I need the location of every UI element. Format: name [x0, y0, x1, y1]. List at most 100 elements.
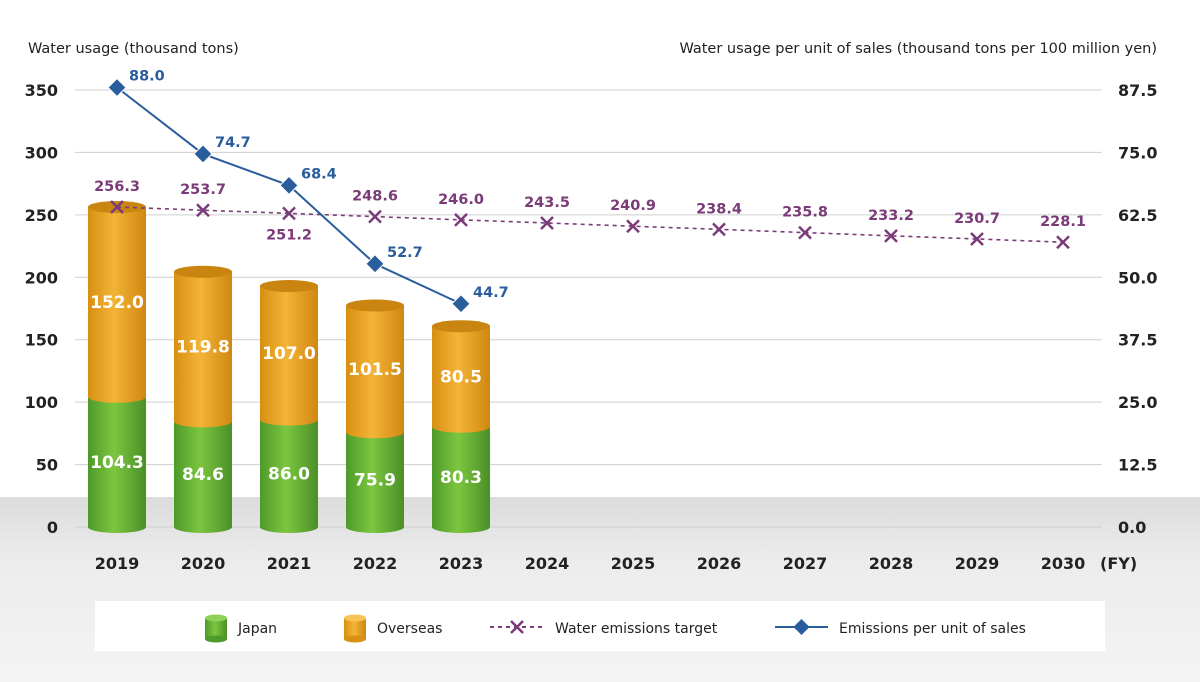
target-label: 253.7: [180, 182, 226, 198]
bar-stack: 86.0 107.0: [260, 280, 318, 533]
target-series: 256.3 253.7 251.2 248.6 246.0 243.5 240.9 238.4…: [94, 179, 1086, 250]
x-tick-label: 2027: [783, 554, 828, 573]
x-tick-label: 2028: [869, 554, 914, 573]
legend-label-overseas: Overseas: [377, 621, 442, 637]
y-tick-label: 200: [25, 268, 58, 287]
bar-label-japan: 86.0: [268, 464, 310, 484]
bar-label-overseas: 152.0: [90, 293, 144, 313]
y2-tick-label: 12.5: [1118, 456, 1157, 475]
x-tick-label: 2020: [181, 554, 226, 573]
x-tick-label: 2021: [267, 554, 312, 573]
target-label: 233.2: [868, 208, 914, 224]
bar-label-overseas: 107.0: [262, 344, 316, 364]
axis-ticks: 0 50 100 150 200 250 300 350 0.0 12.5 25.0 37.5 50.0…: [25, 81, 1158, 573]
right-axis-title: Water usage per unit of sales (thousand …: [679, 41, 1157, 57]
per-unit-marker: [451, 294, 471, 314]
y2-tick-label: 62.5: [1118, 206, 1157, 225]
y-tick-label: 350: [25, 81, 58, 100]
per-unit-label: 74.7: [215, 135, 251, 151]
x-tick-label: 2025: [611, 554, 656, 573]
legend-swatch-target: [490, 620, 545, 634]
per-unit-marker: [365, 254, 385, 274]
target-marker: [970, 232, 984, 246]
target-marker: [712, 222, 726, 237]
bar-label-japan: 80.3: [440, 468, 482, 488]
per-unit-label: 88.0: [129, 69, 165, 85]
target-label: 230.7: [954, 211, 1000, 227]
target-marker: [1056, 235, 1070, 250]
x-tick-label: 2019: [95, 554, 140, 573]
bar-overseas: [432, 326, 490, 433]
y-tick-label: 300: [25, 143, 58, 162]
x-tick-label: 2024: [525, 554, 570, 573]
bars: 104.3 152.0 84.6 119.8 86.0 107.0 75.9 101.5 80.…: [88, 200, 490, 533]
target-label: 256.3: [94, 179, 140, 195]
legend-box: [95, 601, 1105, 651]
bar-label-japan: 84.6: [182, 465, 224, 485]
bar-top-cap: [260, 280, 318, 293]
legend-swatch-per-unit: [775, 619, 828, 635]
target-label: 240.9: [610, 198, 656, 214]
target-marker: [540, 216, 554, 230]
x-tick-label: 2023: [439, 554, 484, 573]
x-tick-label: 2022: [353, 554, 398, 573]
target-label: 251.2: [266, 227, 312, 243]
y-tick-label: 0: [47, 518, 58, 537]
bar-overseas: [88, 206, 146, 403]
x-tick-label: 2029: [955, 554, 1000, 573]
target-marker: [884, 228, 898, 243]
target-marker: [282, 206, 296, 221]
target-marker: [454, 212, 468, 227]
bar-japan: [346, 432, 404, 533]
legend-label-per-unit: Emissions per unit of sales: [839, 621, 1026, 637]
bar-overseas: [260, 286, 318, 426]
x-tick-label: 2026: [697, 554, 742, 573]
y-tick-label: 100: [25, 393, 58, 412]
y2-tick-label: 25.0: [1118, 393, 1157, 412]
bar-overseas: [346, 305, 404, 439]
bar-stack: 84.6 119.8: [174, 265, 232, 533]
lines: 256.3 253.7 251.2 248.6 246.0 243.5 240.9 238.4…: [94, 69, 1086, 314]
y2-tick-label: 75.0: [1118, 143, 1157, 162]
legend: Japan Overseas Water emissions target Em…: [95, 601, 1105, 651]
legend-swatch-overseas: [344, 614, 366, 643]
bar-label-japan: 75.9: [354, 471, 396, 491]
target-marker: [110, 200, 124, 214]
per-unit-label: 52.7: [387, 245, 423, 261]
per-unit-series: 88.0 74.7 68.4 52.7 44.7: [107, 69, 509, 314]
y2-tick-label: 87.5: [1118, 81, 1157, 100]
bar-top-cap: [174, 265, 232, 278]
bar-label-japan: 104.3: [90, 453, 144, 473]
gridlines: [75, 89, 1102, 528]
per-unit-label: 44.7: [473, 285, 509, 301]
per-unit-line: [116, 86, 462, 305]
bar-overseas: [174, 271, 232, 428]
bar-japan: [432, 426, 490, 533]
target-line: [116, 206, 1064, 244]
target-marker: [626, 219, 640, 234]
y2-tick-label: 50.0: [1118, 268, 1157, 287]
bar-label-overseas: 101.5: [348, 360, 402, 380]
legend-label-japan: Japan: [237, 621, 277, 637]
target-label: 243.5: [524, 195, 570, 211]
y-tick-label: 50: [36, 456, 58, 475]
bar-stack: 80.3 80.5: [432, 320, 490, 533]
per-unit-marker: [107, 77, 127, 98]
target-marker: [798, 225, 812, 240]
target-label: 248.6: [352, 189, 398, 205]
bar-top-cap: [346, 299, 404, 312]
target-marker: [196, 203, 210, 218]
bar-japan: [174, 421, 232, 533]
y2-tick-label: 37.5: [1118, 331, 1157, 350]
bar-stack: 104.3 152.0: [88, 200, 146, 533]
x-unit-label: (FY): [1100, 554, 1137, 573]
y-tick-label: 150: [25, 331, 58, 350]
target-label: 235.8: [782, 205, 828, 221]
legend-label-target: Water emissions target: [555, 621, 718, 637]
bar-label-overseas: 80.5: [440, 367, 482, 387]
per-unit-label: 68.4: [301, 166, 337, 182]
per-unit-marker: [279, 175, 299, 196]
target-label: 246.0: [438, 192, 484, 208]
legend-swatch-japan: [205, 614, 227, 643]
